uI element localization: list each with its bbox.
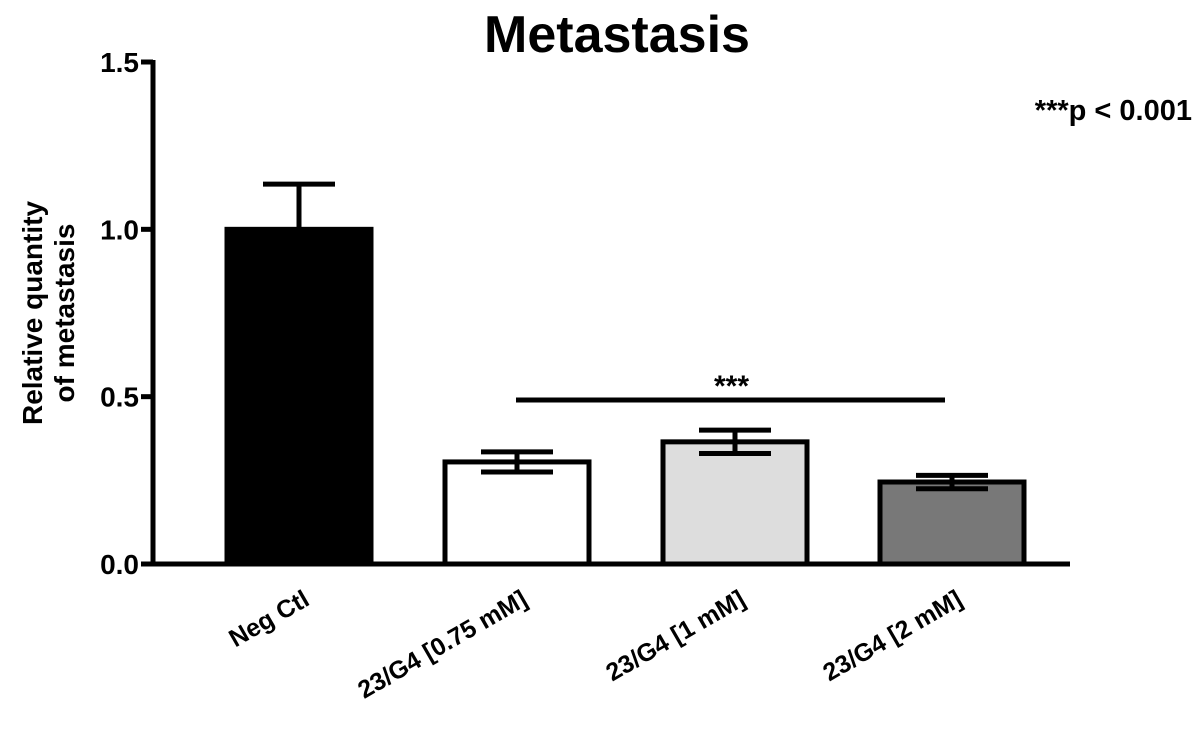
chart-title: Metastasis [484,6,750,64]
y-tick-label-3: 1.5 [100,47,139,78]
y-tick-label-2: 1.0 [100,214,139,245]
bar-3 [877,479,1027,567]
significance-stars: *** [714,370,749,403]
x-tick-label-0: Neg Ctl [224,585,314,653]
axes-group [150,60,1070,567]
y-axis-label-line-1: Relative quantity [17,201,48,425]
x-tick-label-1: 23/G4 [0.75 mM] [353,585,532,704]
p-value-note: ***p < 0.001 [1035,95,1192,127]
y-tick-label-1: 0.5 [100,382,139,413]
bars-group [224,226,1027,567]
error-bars-group [263,181,988,492]
bar-1 [442,459,592,567]
bar-0 [224,226,374,567]
x-tick-label-2: 23/G4 [1 mM] [601,585,750,687]
x-labels-group: Neg Ctl 23/G4 [0.75 mM] 23/G4 [1 mM] 23/G4 … [224,585,967,704]
y-ticks-group: 0.0 0.5 1.0 1.5 [100,47,153,580]
y-axis-label: Relative quantity of metastasis [17,201,80,425]
y-axis-label-line-2: of metastasis [49,224,80,403]
significance-group: *** [516,370,945,403]
bar-2 [660,439,810,567]
y-tick-label-0: 0.0 [100,549,139,580]
x-tick-label-3: 23/G4 [2 mM] [818,585,967,687]
